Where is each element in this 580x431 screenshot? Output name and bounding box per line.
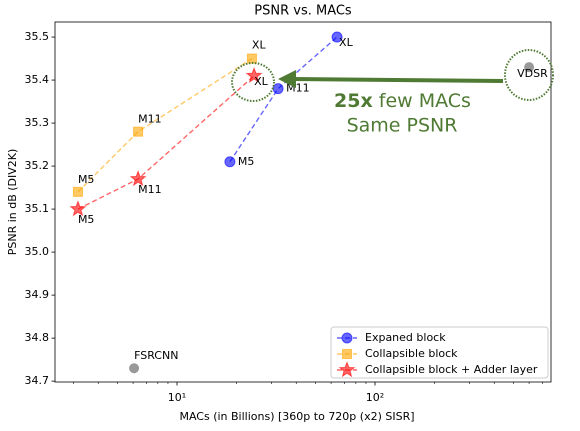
y-tick-label: 35.0 xyxy=(25,245,50,258)
series-line xyxy=(229,36,338,163)
highlight-circle xyxy=(504,49,554,101)
chart-title: PSNR vs. MACs xyxy=(254,4,352,19)
annotation-text: Same PSNR xyxy=(347,115,458,137)
point-label: M11 xyxy=(138,113,162,126)
legend-label: Expaned block xyxy=(365,331,446,344)
arrow-head xyxy=(278,70,296,88)
reference-point xyxy=(129,363,140,374)
legend-label: Collapsible block + Adder layer xyxy=(365,363,538,376)
point-label: XL xyxy=(252,39,267,52)
marker-star xyxy=(129,170,147,187)
annotation-emphasis: 25x xyxy=(334,90,373,112)
marker-square xyxy=(246,53,257,64)
y-tick-label: 35.1 xyxy=(25,202,50,215)
marker-square xyxy=(72,186,83,197)
reference-label: FSRCNN xyxy=(134,349,178,362)
y-axis-label: PSNR in dB (DIV2K) xyxy=(6,149,19,256)
series-line xyxy=(77,57,253,193)
y-tick-label: 34.9 xyxy=(25,288,50,301)
point-label: M5 xyxy=(78,173,95,186)
y-tick-label: 34.7 xyxy=(25,374,50,387)
arrow-shaft xyxy=(291,77,504,83)
point-label: XL xyxy=(339,36,354,49)
reference-label: VDSR xyxy=(517,67,548,80)
legend-box xyxy=(330,326,549,379)
reference-point xyxy=(524,62,535,73)
annotation-body: few MACs xyxy=(379,90,471,112)
marker-square xyxy=(342,349,352,359)
plot-frame xyxy=(54,21,552,383)
annotation-text: 25x few MACs xyxy=(334,90,471,112)
marker-star xyxy=(69,200,87,217)
y-tick-label: 35.4 xyxy=(25,73,50,86)
y-tick-label: 34.8 xyxy=(25,331,50,344)
marker-star xyxy=(245,66,263,83)
point-label: M11 xyxy=(138,183,162,196)
legend-label: Collapsible block xyxy=(365,347,458,360)
highlight-circle xyxy=(231,62,275,102)
y-tick-label: 35.5 xyxy=(25,30,50,43)
marker-circle xyxy=(224,156,236,168)
marker-square xyxy=(133,126,144,137)
x-axis-label: MACs (in Billions) [360p to 720p (x2) SI… xyxy=(179,410,414,423)
x-tick-label: 10² xyxy=(366,391,384,404)
marker-star xyxy=(338,361,356,378)
point-label: M5 xyxy=(238,155,255,168)
x-tick-label: 10¹ xyxy=(168,391,186,404)
series-line xyxy=(77,75,255,210)
y-tick-label: 35.3 xyxy=(25,116,50,129)
point-label: M5 xyxy=(78,213,95,226)
marker-circle xyxy=(341,332,353,344)
point-label: XL xyxy=(254,75,269,88)
y-tick-label: 35.2 xyxy=(25,159,50,172)
marker-circle xyxy=(331,31,343,43)
